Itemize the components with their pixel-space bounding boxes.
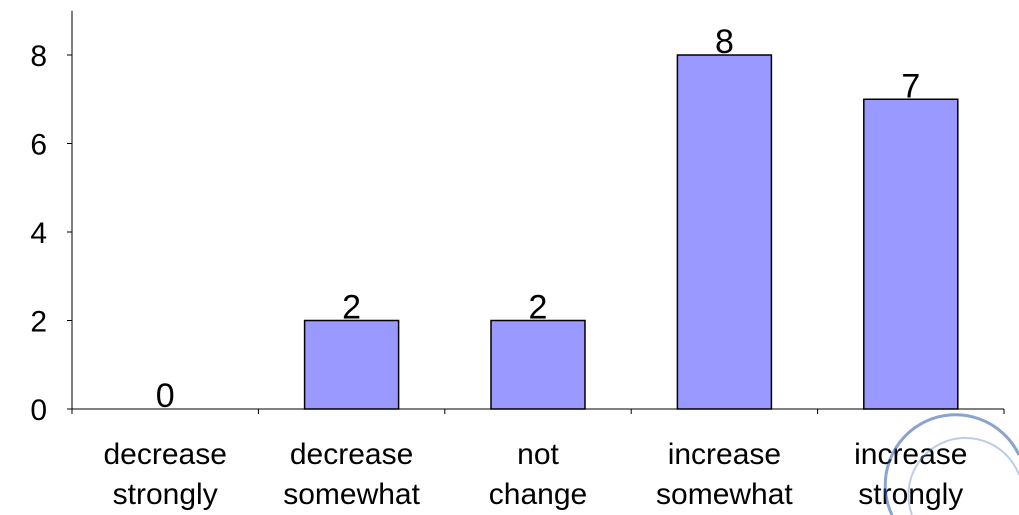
category-label: strongly [858,478,963,511]
data-label: 2 [529,289,548,327]
data-label: 2 [342,289,361,327]
category-label: change [489,478,587,511]
bar [490,319,586,410]
data-label: 8 [715,23,734,61]
category-label: somewhat [656,478,793,511]
category-label: not [517,438,559,471]
category-label: strongly [113,478,218,511]
category-label: somewhat [283,478,420,511]
category-label: decrease [103,438,226,471]
watermark-arc-inner [907,436,1019,515]
category-labels: decrease strongly decrease somewhat not chang… [103,438,967,511]
bar [303,319,400,410]
bar [863,98,959,410]
watermark-arc [883,413,1019,515]
data-label: 0 [156,377,175,415]
y-tick-label: 8 [30,40,47,73]
bar [676,54,773,410]
category-label: decrease [290,438,413,471]
y-tick-label: 6 [30,129,47,162]
data-label: 7 [901,67,920,105]
y-tick-label: 0 [30,394,47,427]
category-label: increase [854,438,967,471]
y-tick-label: 2 [30,306,47,339]
corner-watermark [883,413,1019,515]
category-label: increase [668,438,781,471]
bars [303,54,959,410]
y-tick-label: 4 [30,217,47,250]
y-axis: 0 2 4 6 8 [30,10,73,427]
data-labels: 0 2 2 8 7 [156,23,921,415]
